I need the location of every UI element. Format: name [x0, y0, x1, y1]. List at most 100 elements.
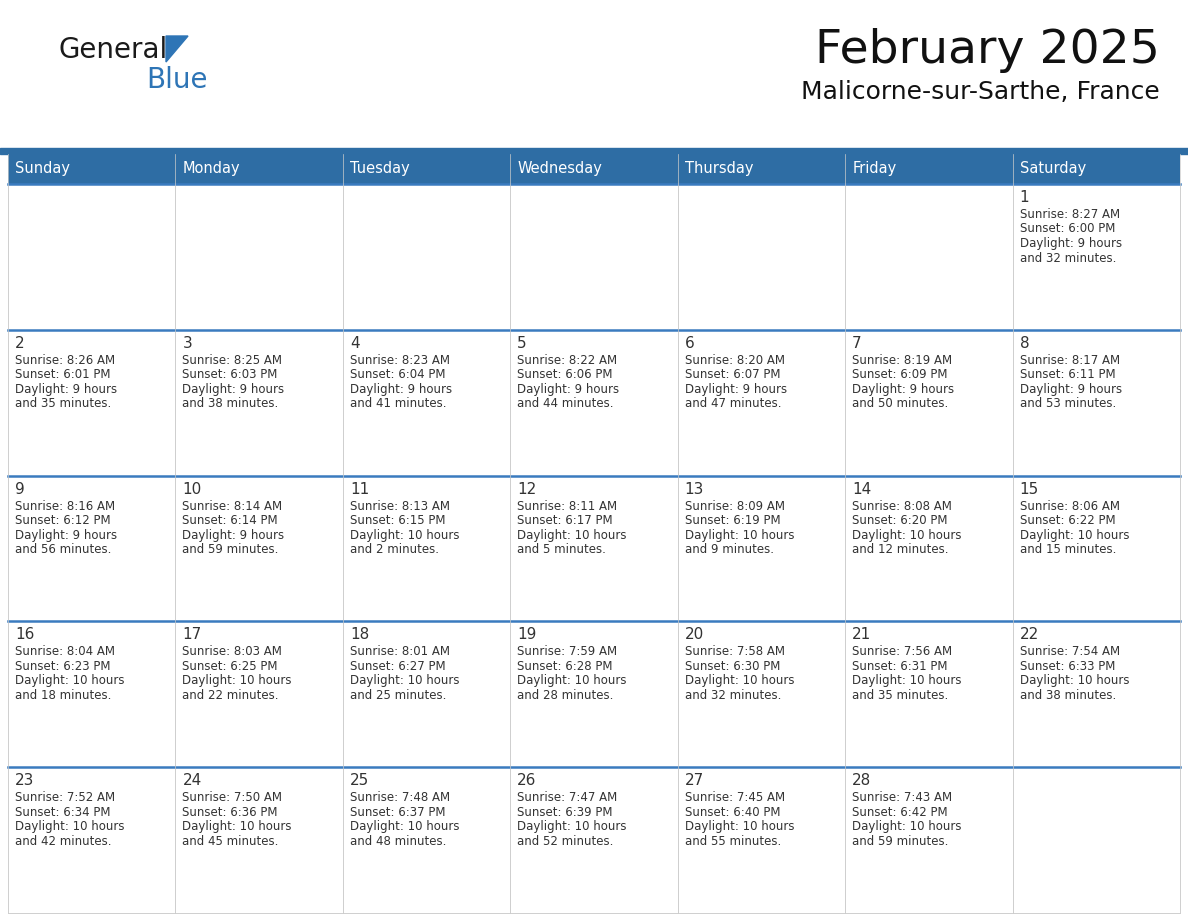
Text: Blue: Blue — [146, 66, 208, 94]
Bar — [8, 621, 176, 767]
Text: and 5 minutes.: and 5 minutes. — [517, 543, 606, 556]
Text: Sunrise: 8:13 AM: Sunrise: 8:13 AM — [349, 499, 450, 512]
Text: 1: 1 — [1019, 190, 1029, 205]
Text: Sunset: 6:31 PM: Sunset: 6:31 PM — [852, 660, 948, 673]
Text: and 22 minutes.: and 22 minutes. — [183, 688, 279, 702]
Text: Sunrise: 7:59 AM: Sunrise: 7:59 AM — [517, 645, 618, 658]
Text: Sunset: 6:03 PM: Sunset: 6:03 PM — [183, 368, 278, 381]
Text: Daylight: 9 hours: Daylight: 9 hours — [517, 383, 619, 396]
Bar — [845, 330, 1012, 476]
Text: 17: 17 — [183, 627, 202, 643]
Text: Daylight: 10 hours: Daylight: 10 hours — [852, 820, 961, 834]
Text: Daylight: 10 hours: Daylight: 10 hours — [349, 529, 460, 542]
Text: and 52 minutes.: and 52 minutes. — [517, 834, 614, 847]
Text: Monday: Monday — [183, 162, 240, 176]
Bar — [511, 621, 677, 767]
Bar — [845, 767, 1012, 913]
Bar — [343, 184, 511, 330]
Bar — [1012, 767, 1180, 913]
Bar — [845, 621, 1012, 767]
Text: Sunset: 6:06 PM: Sunset: 6:06 PM — [517, 368, 613, 381]
Bar — [1012, 154, 1180, 184]
Text: Sunset: 6:30 PM: Sunset: 6:30 PM — [684, 660, 781, 673]
Text: Daylight: 9 hours: Daylight: 9 hours — [183, 529, 285, 542]
Bar — [176, 330, 343, 476]
Bar — [1012, 184, 1180, 330]
Bar — [343, 767, 511, 913]
Text: 23: 23 — [15, 773, 34, 789]
Text: and 25 minutes.: and 25 minutes. — [349, 688, 447, 702]
Text: Sunrise: 8:27 AM: Sunrise: 8:27 AM — [1019, 208, 1120, 221]
Text: and 41 minutes.: and 41 minutes. — [349, 397, 447, 410]
Text: Daylight: 10 hours: Daylight: 10 hours — [684, 529, 795, 542]
Text: 6: 6 — [684, 336, 695, 351]
Text: Friday: Friday — [852, 162, 897, 176]
Text: Daylight: 10 hours: Daylight: 10 hours — [15, 820, 125, 834]
Text: and 53 minutes.: and 53 minutes. — [1019, 397, 1116, 410]
Bar — [845, 476, 1012, 621]
Text: 4: 4 — [349, 336, 360, 351]
Text: and 50 minutes.: and 50 minutes. — [852, 397, 948, 410]
Text: Sunset: 6:27 PM: Sunset: 6:27 PM — [349, 660, 446, 673]
Text: Sunset: 6:39 PM: Sunset: 6:39 PM — [517, 806, 613, 819]
Text: Sunrise: 7:56 AM: Sunrise: 7:56 AM — [852, 645, 953, 658]
Bar — [176, 184, 343, 330]
Text: and 45 minutes.: and 45 minutes. — [183, 834, 279, 847]
Text: 9: 9 — [15, 482, 25, 497]
Text: 10: 10 — [183, 482, 202, 497]
Text: General: General — [58, 36, 168, 64]
Bar — [677, 330, 845, 476]
Text: Sunrise: 7:58 AM: Sunrise: 7:58 AM — [684, 645, 785, 658]
Text: 22: 22 — [1019, 627, 1038, 643]
Bar — [677, 184, 845, 330]
Text: Daylight: 10 hours: Daylight: 10 hours — [15, 675, 125, 688]
Text: Daylight: 10 hours: Daylight: 10 hours — [517, 675, 627, 688]
Text: 7: 7 — [852, 336, 861, 351]
Bar — [176, 621, 343, 767]
Text: Sunrise: 7:54 AM: Sunrise: 7:54 AM — [1019, 645, 1120, 658]
Text: Sunrise: 8:03 AM: Sunrise: 8:03 AM — [183, 645, 283, 658]
Text: Daylight: 9 hours: Daylight: 9 hours — [15, 383, 118, 396]
Text: Sunset: 6:37 PM: Sunset: 6:37 PM — [349, 806, 446, 819]
Text: February 2025: February 2025 — [815, 28, 1159, 73]
Text: Daylight: 9 hours: Daylight: 9 hours — [1019, 383, 1121, 396]
Text: Malicorne-sur-Sarthe, France: Malicorne-sur-Sarthe, France — [801, 80, 1159, 104]
Text: Thursday: Thursday — [684, 162, 753, 176]
Bar — [176, 767, 343, 913]
Bar — [176, 154, 343, 184]
Text: Tuesday: Tuesday — [349, 162, 410, 176]
Text: Sunset: 6:22 PM: Sunset: 6:22 PM — [1019, 514, 1116, 527]
Text: Sunrise: 8:14 AM: Sunrise: 8:14 AM — [183, 499, 283, 512]
Text: Daylight: 10 hours: Daylight: 10 hours — [517, 820, 627, 834]
Text: Daylight: 9 hours: Daylight: 9 hours — [684, 383, 786, 396]
Text: Sunset: 6:09 PM: Sunset: 6:09 PM — [852, 368, 948, 381]
Text: Sunrise: 8:04 AM: Sunrise: 8:04 AM — [15, 645, 115, 658]
Text: and 56 minutes.: and 56 minutes. — [15, 543, 112, 556]
Text: Sunrise: 8:17 AM: Sunrise: 8:17 AM — [1019, 353, 1120, 367]
Text: Sunset: 6:23 PM: Sunset: 6:23 PM — [15, 660, 110, 673]
Text: Sunrise: 7:50 AM: Sunrise: 7:50 AM — [183, 791, 283, 804]
Polygon shape — [166, 36, 188, 62]
Text: 13: 13 — [684, 482, 704, 497]
Text: and 48 minutes.: and 48 minutes. — [349, 834, 447, 847]
Text: 25: 25 — [349, 773, 369, 789]
Text: Daylight: 10 hours: Daylight: 10 hours — [1019, 529, 1129, 542]
Text: Daylight: 10 hours: Daylight: 10 hours — [349, 820, 460, 834]
Text: Sunset: 6:04 PM: Sunset: 6:04 PM — [349, 368, 446, 381]
Text: Sunset: 6:33 PM: Sunset: 6:33 PM — [1019, 660, 1116, 673]
Bar — [1012, 621, 1180, 767]
Text: Sunrise: 7:45 AM: Sunrise: 7:45 AM — [684, 791, 785, 804]
Text: Sunset: 6:25 PM: Sunset: 6:25 PM — [183, 660, 278, 673]
Text: Sunrise: 8:26 AM: Sunrise: 8:26 AM — [15, 353, 115, 367]
Text: Sunset: 6:07 PM: Sunset: 6:07 PM — [684, 368, 781, 381]
Text: Wednesday: Wednesday — [517, 162, 602, 176]
Text: Sunset: 6:19 PM: Sunset: 6:19 PM — [684, 514, 781, 527]
Text: and 12 minutes.: and 12 minutes. — [852, 543, 949, 556]
Text: Sunset: 6:14 PM: Sunset: 6:14 PM — [183, 514, 278, 527]
Text: Daylight: 9 hours: Daylight: 9 hours — [1019, 237, 1121, 250]
Text: 27: 27 — [684, 773, 704, 789]
Text: and 18 minutes.: and 18 minutes. — [15, 688, 112, 702]
Bar — [677, 621, 845, 767]
Text: and 32 minutes.: and 32 minutes. — [1019, 252, 1116, 264]
Bar — [677, 476, 845, 621]
